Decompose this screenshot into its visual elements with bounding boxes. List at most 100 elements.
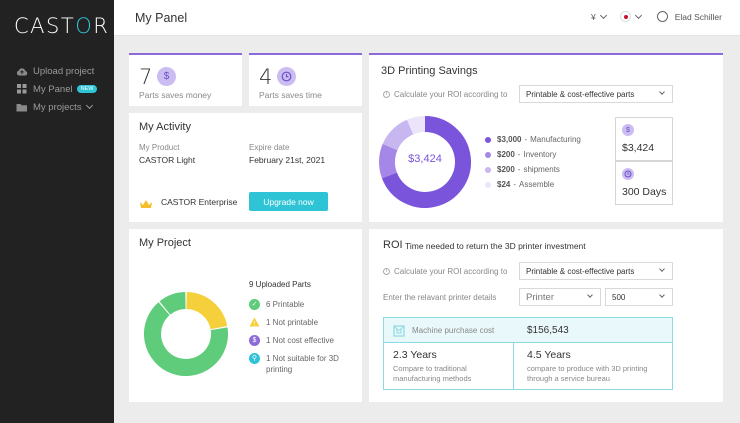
- dollar-icon: $: [622, 124, 634, 136]
- legend-amount: $3,000: [497, 135, 522, 144]
- total-money-box: $ $3,424: [615, 117, 673, 161]
- legend-name: Manufacturing: [530, 135, 581, 144]
- status-not-printable: ! 1 Not printable: [249, 317, 318, 328]
- machine-cost-row: Machine purchase cost $156,543: [384, 318, 672, 343]
- roi-title: ROI: [383, 239, 403, 251]
- status-text: 6 Printable: [266, 300, 305, 309]
- total-money-value: $3,424: [622, 142, 655, 154]
- legend-name: Assemble: [519, 180, 555, 189]
- topbar-controls: ¥ Elad Schiller: [591, 11, 722, 22]
- legend-amount: $200: [497, 165, 515, 174]
- sidebar-nav: Upload project My Panel NEW My projects: [0, 62, 114, 116]
- clock-icon: [277, 67, 296, 86]
- chevron-down-icon: [659, 89, 665, 95]
- sidebar-item-label: Upload project: [33, 65, 95, 77]
- roi-subtitle: Time needed to return the 3D printer inv…: [405, 241, 586, 251]
- chevron-down-icon: [587, 292, 593, 298]
- castor-logo[interactable]: CASTOR: [14, 14, 110, 38]
- expire-value: February 21st, 2021: [249, 155, 326, 165]
- cloud-upload-icon: [16, 66, 28, 76]
- legend-name: Inventory: [523, 150, 557, 159]
- sidebar: CASTOR Upload project My Panel NEW My pr…: [0, 0, 114, 423]
- machine-cost-label: Machine purchase cost: [412, 326, 495, 335]
- stat-value: 4: [259, 65, 273, 89]
- roi-basis-select[interactable]: Printable & cost-effective parts: [519, 262, 673, 280]
- select-value: Printable & cost-effective parts: [526, 266, 635, 276]
- my-activity-card: My Activity My Product CASTOR Light Expi…: [129, 113, 362, 222]
- savings-total: $3,424: [408, 153, 442, 165]
- total-time-box: 300 Days: [615, 161, 673, 205]
- legend-assemble: $24- Assemble: [485, 180, 554, 189]
- language-selector[interactable]: [619, 11, 647, 22]
- product-label: My Product: [139, 143, 180, 152]
- dollar-icon: $: [249, 335, 260, 346]
- user-icon: [656, 11, 668, 22]
- info-icon: i: [383, 268, 390, 275]
- legend-amount: $200: [497, 150, 515, 159]
- donut-segment-0: [381, 116, 471, 208]
- user-menu[interactable]: Elad Schiller: [656, 11, 722, 22]
- printer-details-label: Enter the relavant printer details: [383, 293, 497, 302]
- legend-inventory: $200- Inventory: [485, 150, 556, 159]
- sidebar-item-my-projects[interactable]: My projects: [0, 98, 114, 116]
- status-not-cost-effective: $ 1 Not cost effective: [249, 335, 334, 346]
- top-bar: My Panel ¥ Elad Schiller: [114, 0, 740, 36]
- sidebar-item-label: My Panel: [33, 83, 73, 95]
- clock-icon: [622, 168, 634, 180]
- roi-calc-label: Calculate your ROI according to: [394, 267, 508, 276]
- info-icon: i: [383, 91, 390, 98]
- status-printable: ✓ 6 Printable: [249, 299, 304, 310]
- printer-model-select[interactable]: 500: [605, 288, 673, 306]
- roi-basis-select[interactable]: Printable & cost-effective parts: [519, 85, 673, 103]
- years-traditional-desc: Compare to traditional manufacturing met…: [393, 364, 472, 383]
- status-text: 1 Not printable: [266, 318, 319, 327]
- currency-selector[interactable]: ¥: [591, 11, 612, 22]
- status-text: 1 Not cost effective: [266, 336, 334, 345]
- legend-dot: [485, 151, 491, 158]
- japan-flag-icon: [619, 11, 631, 22]
- roi-calc-label-row: i Calculate your ROI according to: [383, 90, 507, 99]
- currency-symbol: ¥: [591, 11, 596, 22]
- select-value: 500: [612, 292, 626, 302]
- legend-name: shipments: [523, 165, 560, 174]
- stat-card-money[interactable]: 7 $ Parts saves money: [129, 53, 242, 106]
- grid-icon: [16, 84, 28, 94]
- card-title: My Activity: [139, 121, 191, 133]
- chevron-down-icon: [659, 292, 665, 298]
- years-bureau: 4.5 Years: [527, 349, 571, 361]
- years-traditional: 2.3 Years: [393, 349, 437, 361]
- donut-segment-3: [406, 116, 426, 135]
- years-bureau-desc: compare to produce with 3D printing thro…: [527, 364, 648, 383]
- page-title: My Panel: [135, 11, 188, 25]
- status-not-suitable: ⚲ 1 Not suitable for 3D printing: [249, 353, 354, 375]
- roi-calc-label: Calculate your ROI according to: [394, 90, 508, 99]
- chevron-down-icon: [634, 11, 642, 19]
- legend-shipments: $200- shipments: [485, 165, 560, 174]
- legend-dot: [485, 136, 491, 143]
- plan-name: CASTOR Enterprise: [161, 197, 238, 207]
- chevron-down-icon: [659, 266, 665, 272]
- chevron-down-icon: [599, 11, 607, 19]
- legend-amount: $24: [497, 180, 511, 189]
- machine-cost-value: $156,543: [527, 325, 569, 336]
- chevron-down-icon: [85, 101, 93, 110]
- card-title: 3D Printing Savings: [381, 65, 478, 77]
- savings-donut-chart: [379, 116, 471, 208]
- dollar-icon: $: [157, 67, 176, 86]
- sidebar-item-my-panel[interactable]: My Panel NEW: [0, 80, 114, 98]
- sidebar-item-upload-project[interactable]: Upload project: [0, 62, 114, 80]
- stat-card-time[interactable]: 4 Parts saves time: [249, 53, 362, 106]
- printing-savings-card: 3D Printing Savings i Calculate your ROI…: [369, 53, 723, 222]
- upgrade-button[interactable]: Upgrade now: [249, 192, 328, 211]
- printer-select[interactable]: Printer: [519, 288, 601, 306]
- legend-manufacturing: $3,000- Manufacturing: [485, 135, 581, 144]
- stat-value: 7: [139, 65, 153, 89]
- project-donut-chart: [144, 292, 228, 376]
- sidebar-item-label: My projects: [33, 101, 82, 113]
- select-value: Printable & cost-effective parts: [526, 89, 635, 99]
- donut-segment-1: [379, 143, 398, 179]
- folder-icon: [16, 102, 28, 112]
- my-project-card: My Project 9 Uploaded Parts ✓ 6 Printabl…: [129, 229, 362, 402]
- card-title: My Project: [139, 237, 191, 249]
- legend-dot: [485, 166, 491, 173]
